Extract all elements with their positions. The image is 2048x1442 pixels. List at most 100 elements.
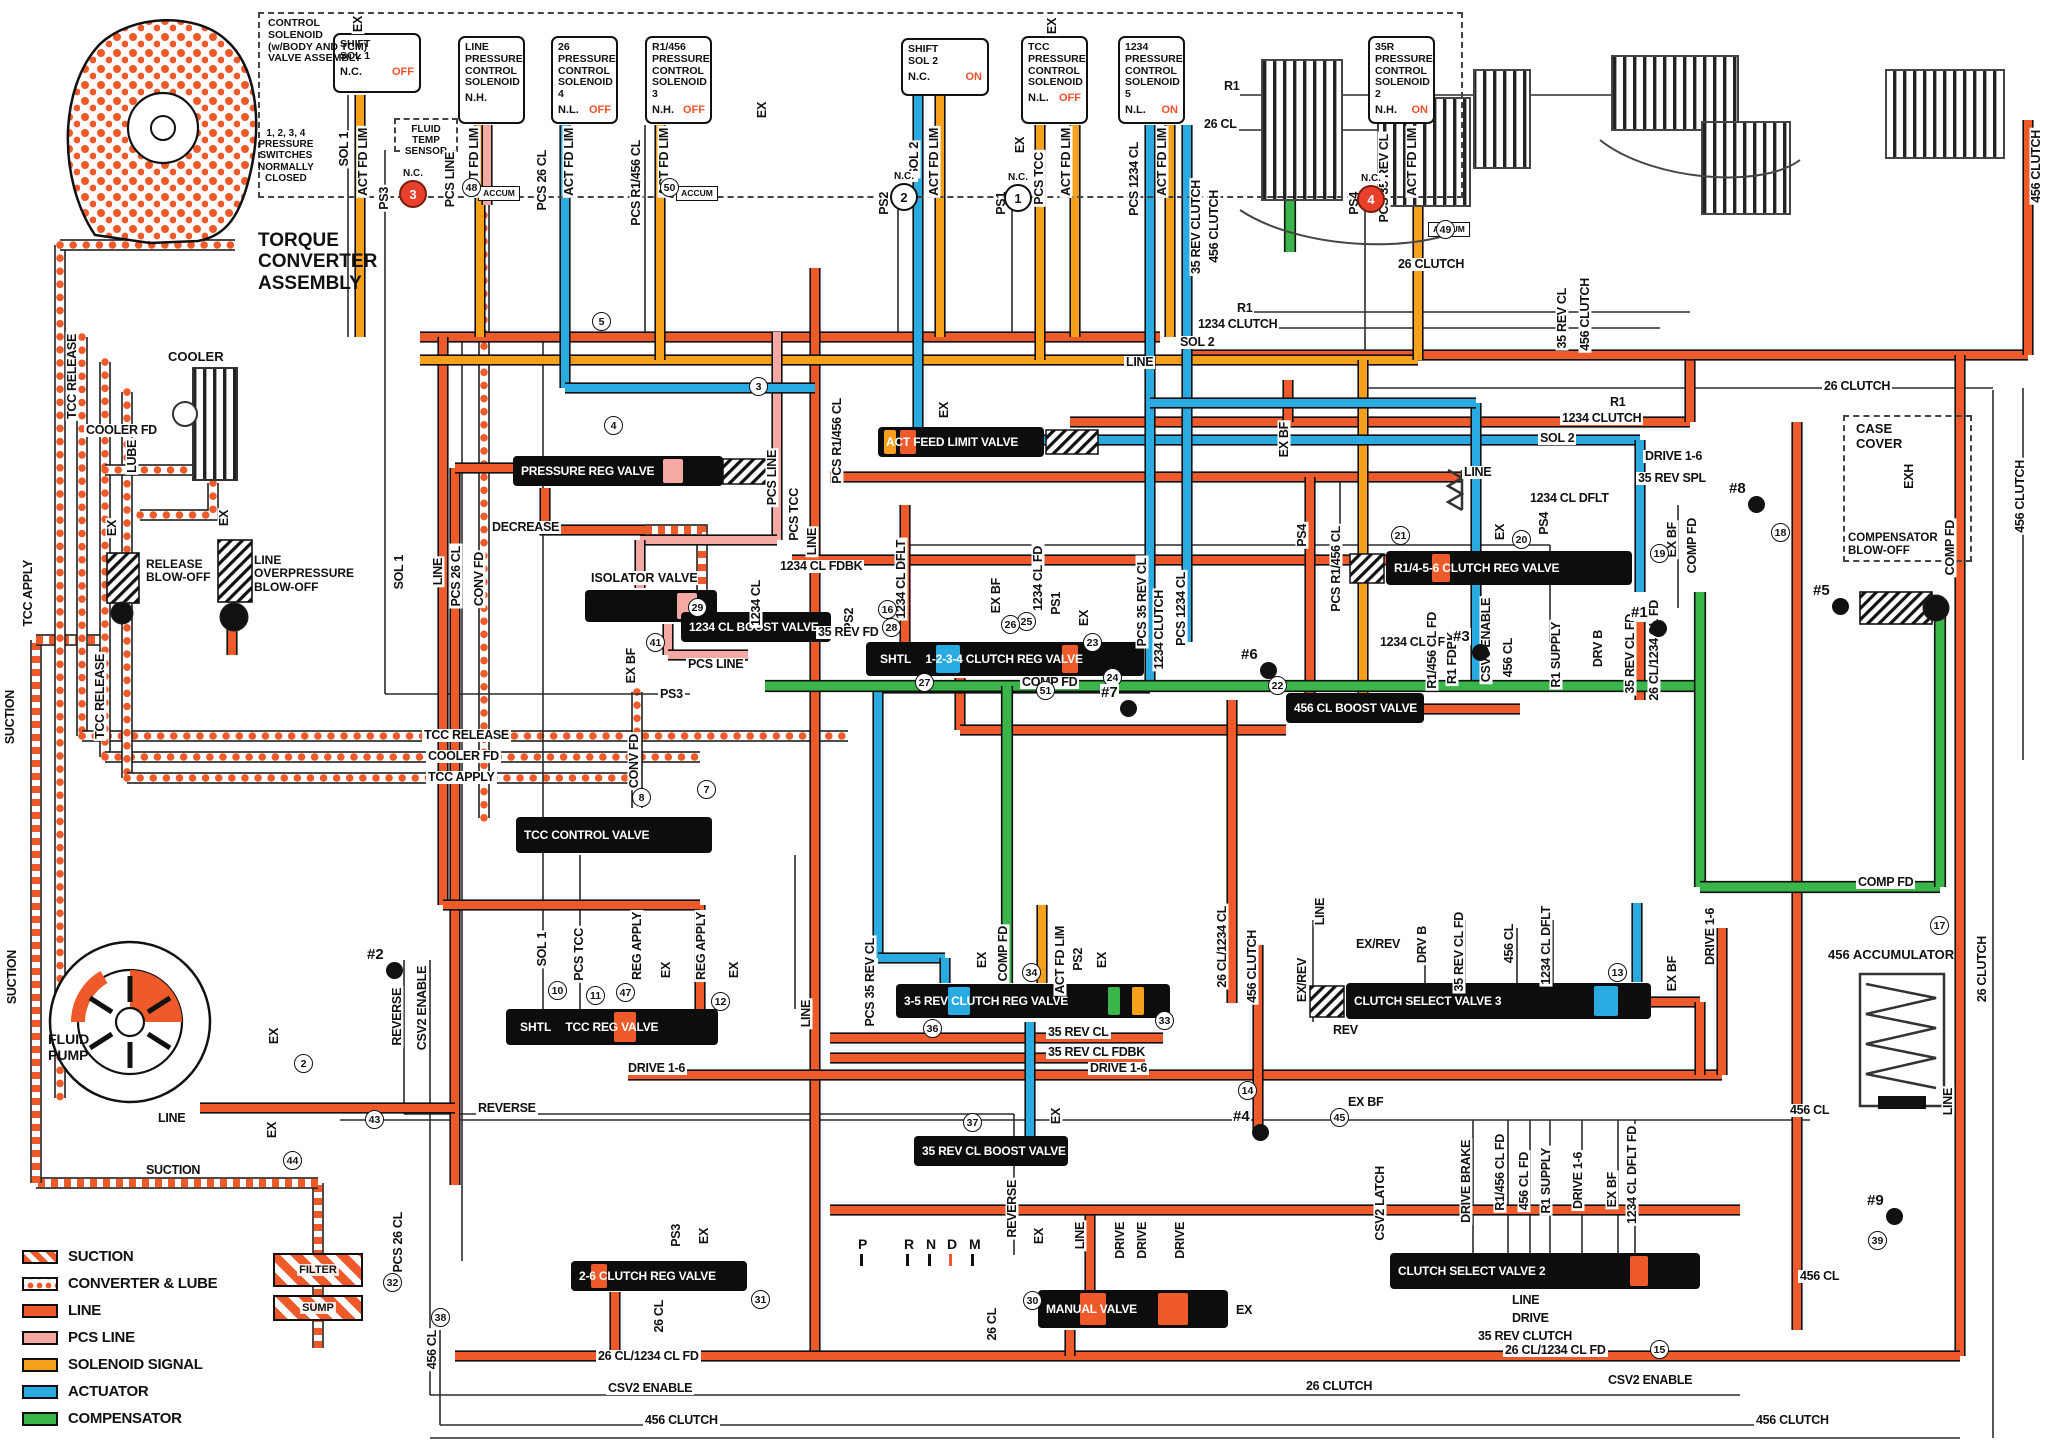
pipe-label-pcs-26-cl: PCS 26 CL — [535, 148, 549, 213]
pipe-label-ps4: PS4 — [1295, 522, 1309, 549]
test-point-7: #7 — [1100, 684, 1119, 701]
pipe-label-r1-456-cl-fd: R1/456 CL FD — [1493, 1132, 1507, 1213]
pipe-label-act-fd-lim: ACT FD LIM — [1053, 924, 1067, 996]
pipe-label-act-fd-lim: ACT FD LIM — [927, 126, 941, 198]
valve-label: 2-6 CLUTCH REG VALVE — [579, 1269, 716, 1283]
pipe-label-35-rev-spl: 35 REV SPL — [1636, 471, 1708, 485]
pipe-label-456-cl: 456 CL — [1788, 1103, 1832, 1117]
test-point-dot — [1260, 662, 1277, 679]
switch-mode-label: N.C. — [890, 171, 918, 182]
pipe-label-reg-apply: REG APPLY — [630, 910, 644, 982]
pipe-label-pcs-tcc: PCS TCC — [787, 486, 801, 543]
circled-number-5: 5 — [592, 312, 611, 331]
switch-mode-label: N.C. — [1357, 173, 1385, 184]
valve-2-6-clutch-reg-valve: 2-6 CLUTCH REG VALVE — [571, 1261, 747, 1291]
pipe-label-line: LINE — [1462, 465, 1494, 479]
pipe-label-line: LINE — [1313, 896, 1327, 928]
box-label: FILTER — [297, 1263, 339, 1277]
pressure-switch-2: N.C. 2 — [890, 171, 918, 211]
pipe-label-26-clutch: 26 CLUTCH — [1822, 379, 1893, 393]
component-label-torque: TORQUE CONVERTER ASSEMBLY — [258, 230, 378, 294]
pipe-label-drive-brake: DRIVE BRAKE — [1459, 1138, 1473, 1225]
solenoid-mode: N.L. — [1125, 103, 1146, 116]
legend-swatch — [22, 1303, 58, 1318]
valve-land — [614, 1012, 636, 1042]
valve-label: CLUTCH SELECT VALVE 3 — [1354, 994, 1502, 1008]
pipe-label-ex: EX — [267, 1026, 281, 1047]
solenoid-state: ON — [1161, 103, 1179, 116]
box-label: ACCUM — [679, 187, 715, 199]
circled-number-4: 4 — [604, 416, 623, 435]
pipe-label-26-cl: 26 CL — [652, 1298, 666, 1335]
pipe-label-26-cl-1234-cl-fd: 26 CL/1234 CL FD — [1647, 598, 1661, 703]
pipe-label-csv2-enable: CSV2 ENABLE — [606, 1381, 695, 1395]
valve-r1-4-5-6-clutch-reg-valve: R1/4-5-6 CLUTCH REG VALVE — [1386, 551, 1632, 585]
pipe-label-r1-supply: R1 SUPPLY — [1549, 620, 1563, 690]
pipe-label-conv-fd: CONV FD — [627, 732, 641, 791]
pipe-label-26-cl: 26 CL — [985, 1306, 999, 1343]
valve-label: TCC CONTROL VALVE — [524, 828, 650, 842]
solenoid-name: 1234 PRESSURE CONTROL SOLENOID 5 — [1125, 41, 1183, 100]
legend-label: SOLENOID SIGNAL — [68, 1356, 203, 1373]
pipe-label-35-rev-cl: 35 REV CL — [1046, 1025, 1111, 1039]
circled-number-41: 41 — [646, 633, 665, 652]
circled-number-12: 12 — [711, 992, 730, 1011]
pipe-label-drive: DRIVE — [1510, 1311, 1551, 1325]
control-solenoid-box-title: CONTROL SOLENOID (w/BODY AND TCM) VALVE … — [268, 17, 368, 65]
circled-number-11: 11 — [586, 986, 605, 1005]
legend-swatch — [22, 1411, 58, 1426]
circled-number-51: 51 — [1036, 681, 1055, 700]
valve-land — [1158, 1293, 1188, 1325]
valve-35-rev-cl-boost-valve: 35 REV CL BOOST VALVE — [914, 1136, 1068, 1166]
valve-label: 3-5 REV CLUTCH REG VALVE — [904, 994, 1069, 1008]
pipe-label-reverse: REVERSE — [390, 986, 404, 1048]
circled-number-45: 45 — [1330, 1108, 1349, 1127]
pipe-label-pcs-line: PCS LINE — [686, 657, 746, 671]
pipe-label-tcc-apply: TCC APPLY — [426, 770, 497, 784]
solenoid-mode: N.L. — [558, 103, 579, 116]
pipe-label-pcs-35-rev-cl: PCS 35 REV CL — [1135, 556, 1149, 649]
pipe-label-suction: SUCTION — [5, 948, 19, 1007]
pipe-label-ps2: PS2 — [877, 190, 891, 217]
solenoid-35r-pressure-control-solenoid-2: 35R PRESSURE CONTROL SOLENOID 2 N.H. ON — [1368, 36, 1435, 124]
pipe-label-ex: EX — [659, 960, 673, 981]
switch-mode-label: N.C. — [1004, 172, 1032, 183]
circled-number-33: 33 — [1155, 1011, 1174, 1030]
circled-number-3: 3 — [749, 377, 768, 396]
pipe-label-line: LINE — [799, 998, 813, 1030]
pipe-label-line: LINE — [156, 1111, 188, 1125]
pipe-label-pcs-tcc: PCS TCC — [1032, 150, 1046, 207]
solenoid-line-pressure-control-solenoid: LINE PRESSURE CONTROL SOLENOID N.H. — [458, 36, 525, 124]
pipe-label-ps3: PS3 — [377, 185, 391, 212]
test-point-dot — [1472, 644, 1489, 661]
pipe-label-pcs-35-rev-cl: PCS 35 REV CL — [863, 936, 877, 1029]
pipe-label-line: LINE — [1510, 1293, 1542, 1307]
solenoid-name: R1/456 PRESSURE CONTROL SOLENOID 3 — [652, 41, 710, 100]
pipe-label-35-rev-cl-fdbk: 35 REV CL FDBK — [1046, 1045, 1147, 1059]
legend-label: ACTUATOR — [68, 1383, 149, 1400]
pipe-label-cooler-fd: COOLER FD — [426, 749, 501, 763]
pipe-label-pcs-26-cl: PCS 26 CL — [449, 544, 463, 609]
legend-item-converter-lube: CONVERTER & LUBE — [22, 1270, 218, 1297]
solenoid-state: ON — [965, 70, 983, 83]
legend-item-solenoid-signal: SOLENOID SIGNAL — [22, 1351, 217, 1378]
pipe-label-drive-1-6: DRIVE 1-6 — [1088, 1061, 1150, 1075]
legend-label: CONVERTER & LUBE — [68, 1275, 218, 1292]
pipe-label-line: LINE — [1073, 1220, 1087, 1252]
solenoid-name: 26 PRESSURE CONTROL SOLENOID 4 — [558, 41, 616, 100]
pipe-label-ps3: PS3 — [669, 1222, 683, 1249]
pipe-label-ex: EX — [975, 950, 989, 971]
pipe-label-456-clutch: 456 CLUTCH — [2029, 128, 2043, 205]
legend: SUCTION CONVERTER & LUBE LINE PCS LINE SOLEN… — [22, 1243, 218, 1432]
pipe-label-26-cl-1234-cl-fd: 26 CL/1234 CL FD — [596, 1349, 701, 1363]
pipe-label-ex-bf: EX BF — [1346, 1095, 1386, 1109]
legend-swatch — [22, 1249, 58, 1264]
circled-number-19: 19 — [1650, 544, 1669, 563]
pipe-label-sol-2: SOL 2 — [1178, 335, 1217, 349]
legend-item-suction: SUCTION — [22, 1243, 217, 1270]
valve-label: MANUAL VALVE — [1046, 1302, 1137, 1316]
solenoid-state: OFF — [683, 103, 705, 116]
pressure-switch-3: N.C. 3 — [399, 168, 427, 208]
pipe-label-pcs-r1-456-cl: PCS R1/456 CL — [830, 396, 844, 486]
box-sump: SUMP — [273, 1295, 363, 1321]
